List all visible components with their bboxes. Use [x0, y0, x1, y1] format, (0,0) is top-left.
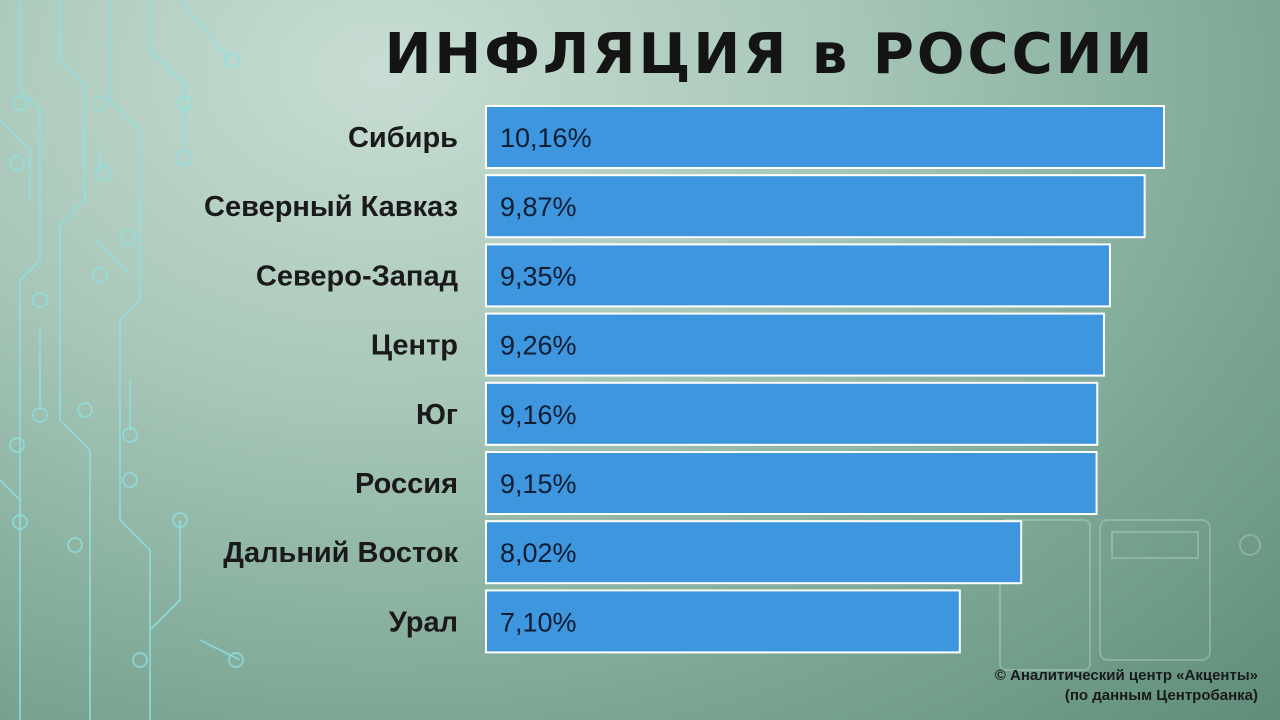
- category-label-4: Юг: [416, 399, 458, 431]
- value-label-5: 9,15%: [500, 469, 577, 499]
- value-label-3: 9,26%: [500, 331, 577, 361]
- value-label-7: 7,10%: [500, 607, 577, 637]
- value-label-2: 9,35%: [500, 261, 577, 291]
- value-label-4: 9,16%: [500, 400, 577, 430]
- title-area: ИНФЛЯЦИЯ в РОССИИ: [0, 0, 1280, 100]
- value-label-6: 8,02%: [500, 538, 577, 568]
- category-label-0: Сибирь: [348, 122, 458, 154]
- bar-3: [485, 312, 1105, 377]
- category-label-5: Россия: [355, 468, 458, 500]
- value-label-1: 9,87%: [500, 192, 577, 222]
- bar-7: [485, 589, 961, 654]
- bar-4: [485, 381, 1099, 446]
- value-label-0: 10,16%: [500, 123, 592, 153]
- page-title: ИНФЛЯЦИЯ в РОССИИ: [384, 22, 1156, 87]
- bar-5: [485, 451, 1098, 515]
- category-label-3: Центр: [371, 330, 458, 362]
- source-line-1: © Аналитический центр «Акценты»: [994, 667, 1258, 684]
- source-line-2: (по данным Центробанка): [1064, 687, 1258, 704]
- category-label-1: Северный Кавказ: [204, 191, 458, 223]
- bar-0: [485, 105, 1165, 169]
- bar-2: [485, 243, 1111, 308]
- category-label-7: Урал: [389, 606, 458, 638]
- source-note: © Аналитический центр «Акценты» (по данн…: [995, 666, 1258, 706]
- category-label-2: Северо-Запад: [256, 260, 458, 292]
- bar-6: [485, 520, 1023, 585]
- category-label-6: Дальний Восток: [223, 537, 458, 569]
- bar-1: [485, 174, 1146, 239]
